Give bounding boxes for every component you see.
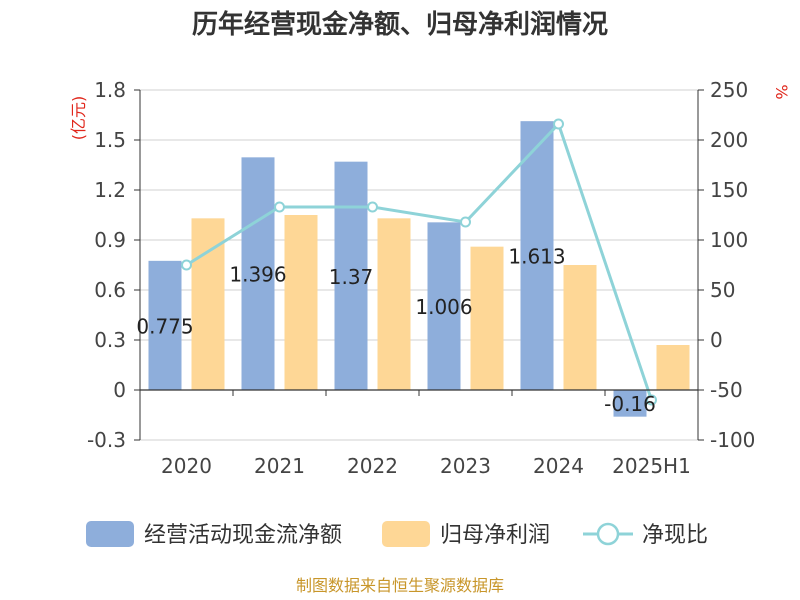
category-label: 2020 <box>161 454 212 478</box>
left-axis-unit: (亿元) <box>69 96 88 141</box>
net-profit-bar <box>563 265 597 390</box>
cash-flow-value-label: 1.37 <box>329 265 374 289</box>
right-tick-label: 100 <box>710 228 748 252</box>
net-profit-bar <box>470 246 504 390</box>
data-labels: 0.775 1.396 1.37 1.006 1.613 -0.16 <box>136 245 656 416</box>
right-tick-label: 50 <box>710 278 735 302</box>
legend-swatch-cash-flow <box>86 521 134 547</box>
left-tick-label: 1.8 <box>94 78 126 102</box>
chart-title: 历年经营现金净额、归母净利润情况 <box>192 9 608 40</box>
ratio-polyline <box>185 121 653 401</box>
category-label: 2021 <box>254 454 305 478</box>
net-profit-bar <box>191 218 225 390</box>
legend-swatch-net-profit <box>382 521 430 547</box>
right-axis-ticks: 250 200 150 100 50 0 -50 -100 <box>697 78 755 452</box>
left-tick-label: 0.6 <box>94 278 126 302</box>
net-profit-bar <box>284 215 318 390</box>
right-tick-label: 150 <box>710 178 748 202</box>
cash-flow-value-label: 0.775 <box>136 314 193 338</box>
cash-flow-bar <box>613 390 647 417</box>
cash-flow-value-label: 1.613 <box>508 245 565 269</box>
legend: 经营活动现金流净额 归母净利润 净现比 <box>86 521 708 548</box>
bars <box>148 121 690 417</box>
legend-label-cash-flow: 经营活动现金流净额 <box>144 523 342 548</box>
category-label: 2024 <box>533 454 584 478</box>
source-note: 制图数据来自恒生聚源数据库 <box>296 576 504 595</box>
net-profit-bar <box>377 218 411 390</box>
net-profit-bar <box>656 345 690 390</box>
right-tick-label: 250 <box>710 78 748 102</box>
ratio-point <box>181 259 192 271</box>
legend-label-net-profit: 归母净利润 <box>440 523 550 548</box>
cash-flow-value-label: 1.396 <box>229 263 286 287</box>
left-axis-ticks: 1.8 1.5 1.2 0.9 0.6 0.3 0 -0.3 <box>87 78 141 452</box>
ratio-point <box>460 216 471 228</box>
left-tick-label: -0.3 <box>87 428 126 452</box>
category-label: 2022 <box>347 454 398 478</box>
x-axis-labels: 2020 2021 2022 2023 2024 2025H1 <box>139 389 699 478</box>
cash-flow-bar <box>427 222 461 390</box>
left-tick-label: 1.2 <box>94 178 126 202</box>
right-tick-label: -100 <box>710 428 755 452</box>
ratio-point <box>646 394 657 406</box>
right-tick-label: -50 <box>710 378 743 402</box>
legend-label-ratio: 净现比 <box>642 523 708 548</box>
right-axis-unit: % <box>772 84 791 99</box>
ratio-line <box>181 118 657 406</box>
left-tick-label: 0.9 <box>94 228 126 252</box>
legend-marker-ratio <box>596 522 620 546</box>
cash-flow-bar <box>520 121 554 391</box>
category-label: 2025H1 <box>612 454 691 478</box>
ratio-point <box>553 118 564 130</box>
cash-flow-bar <box>241 157 275 390</box>
left-tick-label: 0.3 <box>94 328 126 352</box>
cash-flow-value-label: -0.16 <box>604 392 656 416</box>
right-tick-label: 0 <box>710 328 723 352</box>
category-label: 2023 <box>440 454 491 478</box>
ratio-point <box>367 201 378 213</box>
ratio-point <box>274 201 285 213</box>
cash-flow-bar <box>148 260 182 390</box>
left-tick-label: 1.5 <box>94 128 126 152</box>
cash-flow-bar <box>334 161 368 390</box>
left-tick-label: 0 <box>113 378 126 402</box>
right-tick-label: 200 <box>710 128 748 152</box>
cash-flow-value-label: 1.006 <box>415 295 472 319</box>
